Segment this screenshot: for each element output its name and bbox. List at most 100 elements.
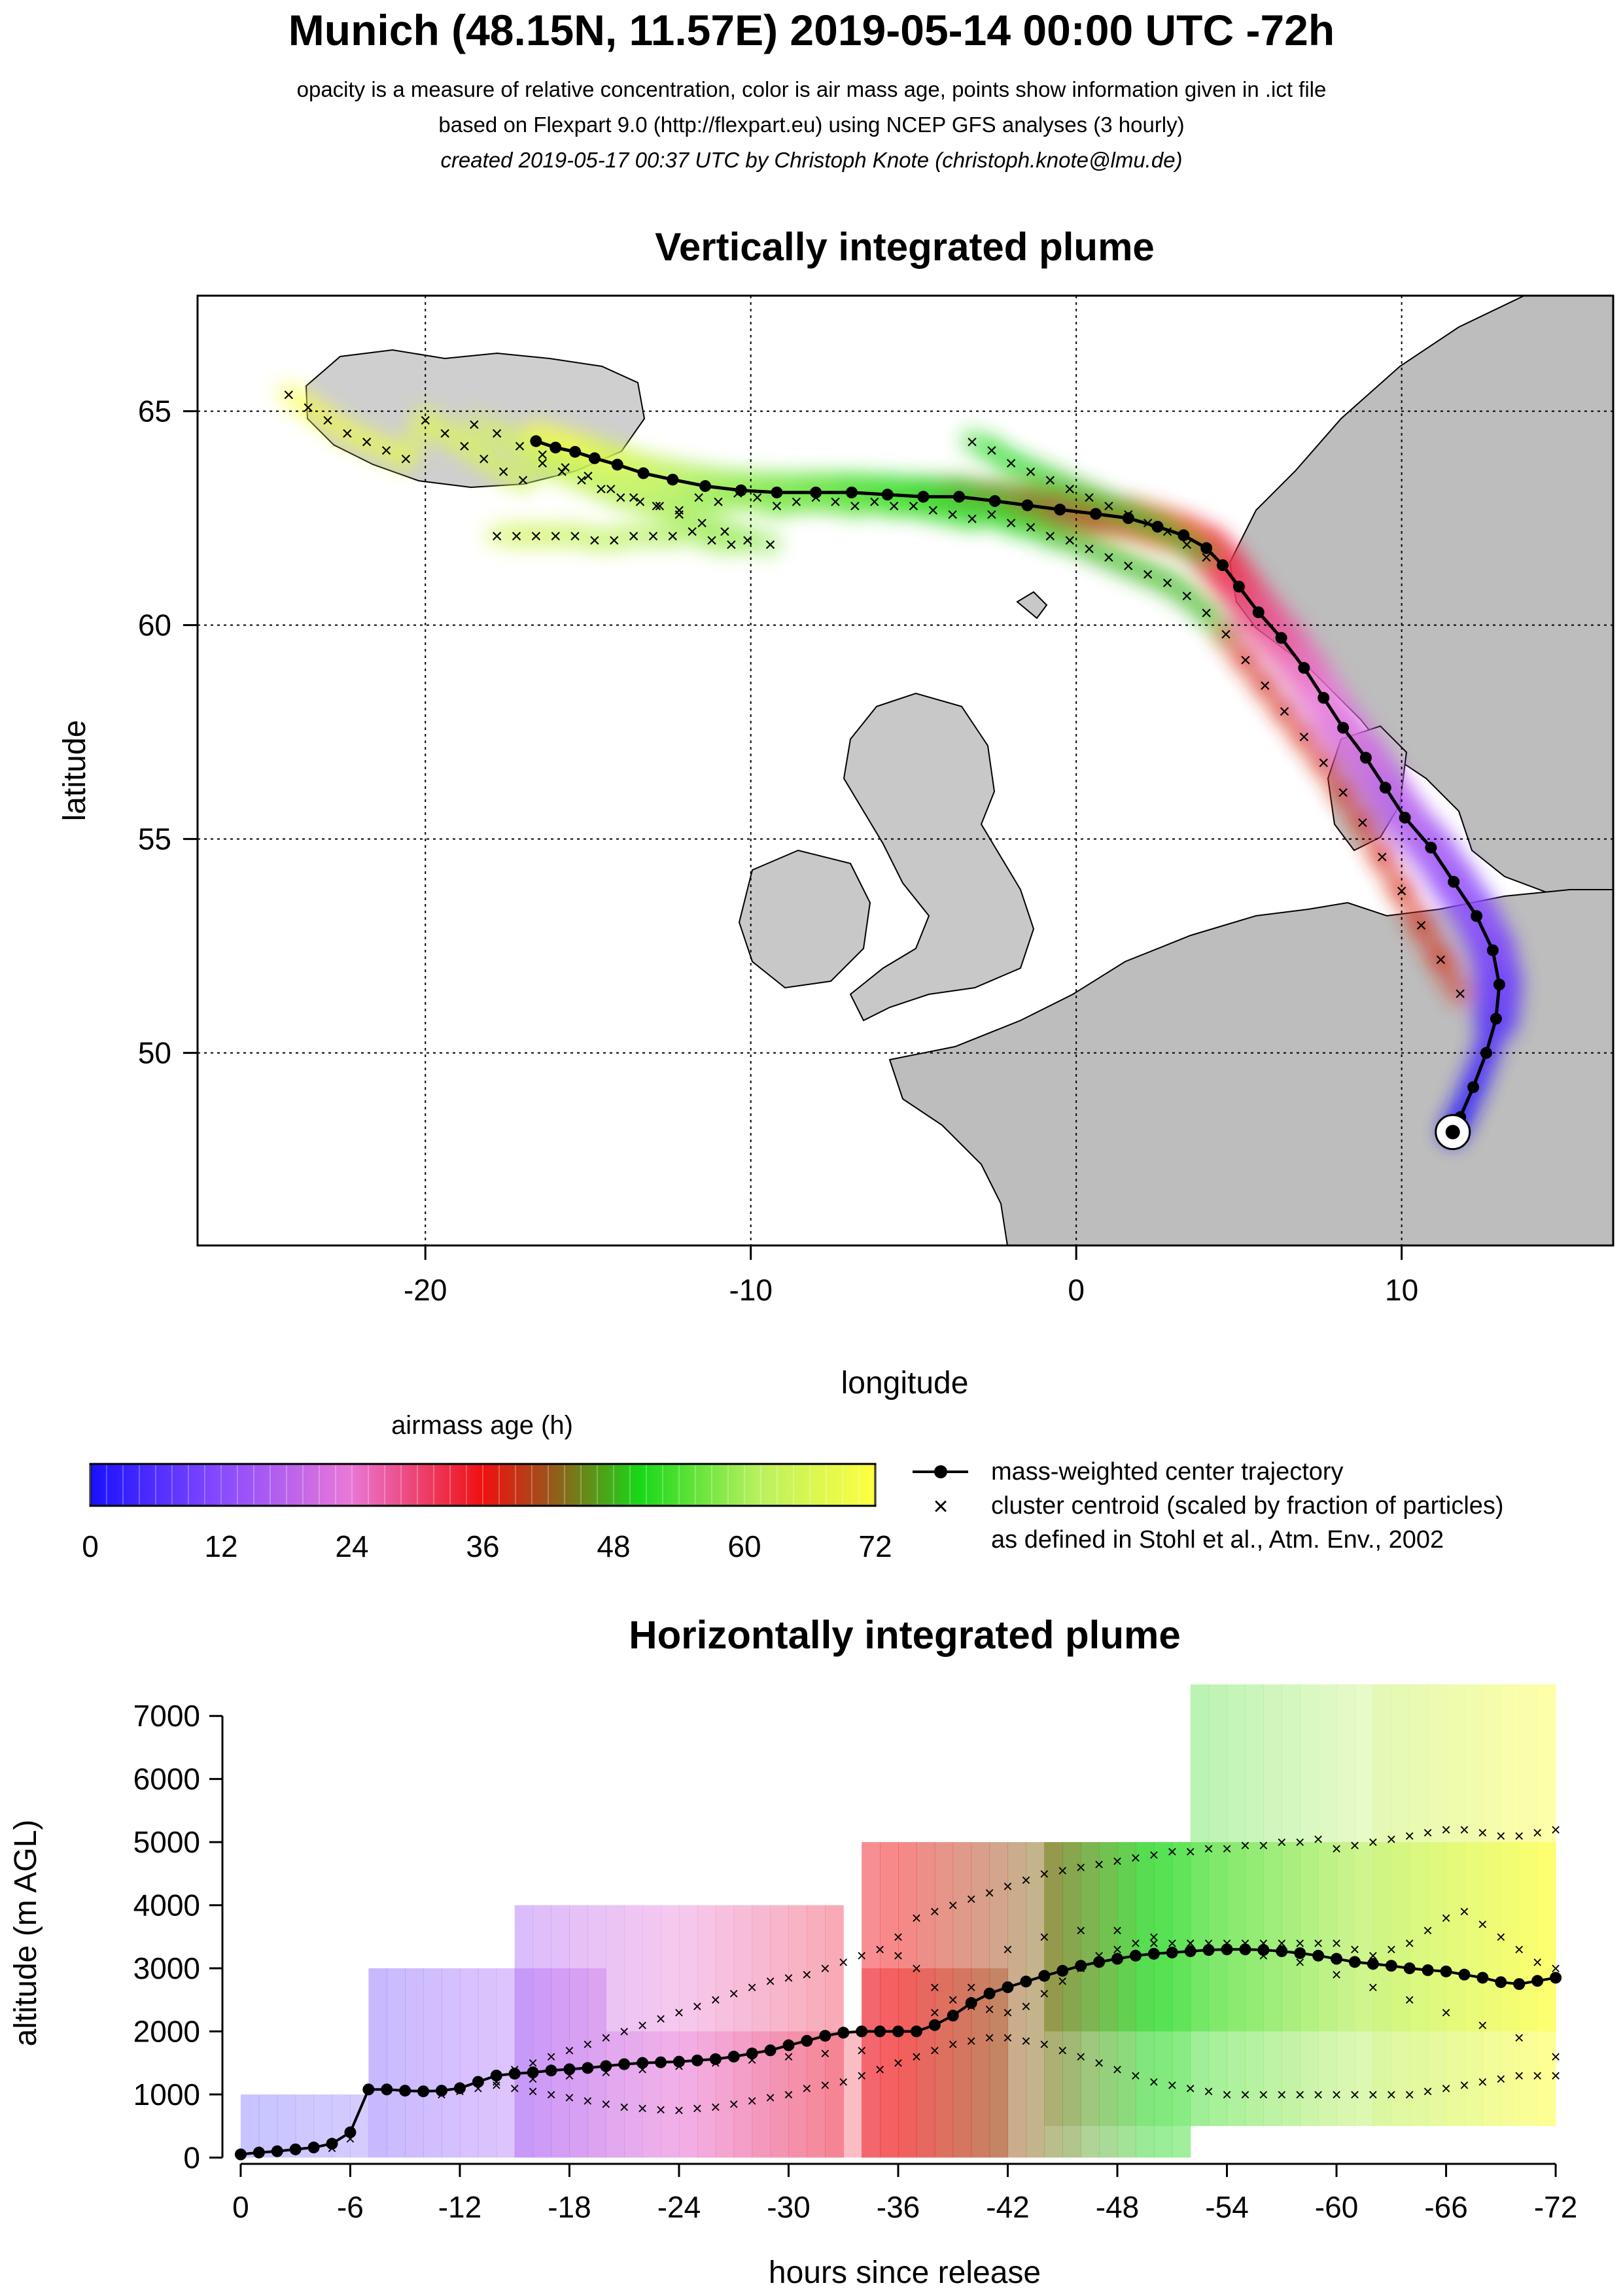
map-ytick-label: 60 bbox=[138, 608, 171, 642]
altitude-cluster-cross: × bbox=[839, 1952, 848, 1972]
altitude-center-dot bbox=[1002, 1981, 1014, 1993]
map-cluster-centroids: × × × × × × × × × × × × × × × × × × × × × × × × × × × × × × × × × × × × × × × ×… bbox=[283, 384, 1466, 1005]
map-cluster-cross: × bbox=[595, 478, 607, 500]
map-center-dot bbox=[845, 486, 858, 498]
altitude-cluster-cross: × bbox=[729, 2094, 739, 2113]
altitude-cluster-cross: × bbox=[1496, 1826, 1506, 1845]
altitude-plume-cell bbox=[916, 1842, 935, 2158]
altitude-center-dot bbox=[928, 2019, 941, 2031]
land-britain bbox=[843, 692, 1035, 1022]
map-cluster-cross: × bbox=[576, 470, 587, 491]
altitude-plume-cell bbox=[1391, 1842, 1410, 2032]
altitude-plume-cell bbox=[1190, 2031, 1210, 2127]
legend-item-center: mass-weighted center trajectory bbox=[913, 1458, 1344, 1486]
altitude-cluster-cross: × bbox=[802, 2078, 812, 2098]
altitude-plume-cell bbox=[1300, 2031, 1319, 2127]
altitude-plume-cell bbox=[862, 1842, 881, 2158]
altitude-center-dot bbox=[472, 2076, 484, 2088]
map-ytick-label: 55 bbox=[138, 822, 171, 856]
map-center-dot bbox=[569, 445, 582, 458]
altitude-cluster-cross: × bbox=[729, 1984, 739, 2004]
altitude-plume-cell bbox=[807, 2031, 826, 2158]
altitude-cluster-cross: × bbox=[802, 1965, 812, 1985]
altitude-cluster-cross: × bbox=[1295, 1832, 1305, 1852]
altitude-plume-cell bbox=[1427, 2031, 1447, 2127]
altitude-cluster-cross: × bbox=[583, 2034, 593, 2054]
altitude-center-dot bbox=[1075, 1960, 1087, 1972]
map-cluster-cross: × bbox=[1005, 453, 1017, 474]
map-center-dot bbox=[667, 474, 679, 486]
altitude-plume-cell bbox=[1099, 2031, 1118, 2127]
altitude-plume-cell bbox=[1482, 2031, 1501, 2127]
map-center-dot bbox=[1275, 632, 1287, 644]
altitude-plume-cell bbox=[1354, 2031, 1374, 2127]
map-area: × × × × × × × × × × × × × × × × × × × × × × × × × × × × × × × × × × × × × × × ×… bbox=[198, 296, 1613, 1245]
altitude-plume-cell bbox=[642, 1905, 661, 2158]
altitude-cluster-cross: × bbox=[546, 2085, 556, 2104]
map-cluster-cross: × bbox=[1083, 538, 1095, 560]
altitude-cluster-cross: × bbox=[1058, 2040, 1068, 2060]
altitude-cluster-cross: × bbox=[784, 2047, 794, 2066]
altitude-cluster-cross: × bbox=[638, 2015, 648, 2035]
altitude-cluster-cross: × bbox=[1550, 1820, 1560, 1839]
altitude-cluster-cross: × bbox=[1240, 2085, 1250, 2104]
colorbar-tick-label: 48 bbox=[597, 1529, 630, 1563]
map-cluster-cross: × bbox=[1318, 752, 1329, 774]
altitude-plume-cell bbox=[1153, 1842, 1173, 2032]
map-center-dot bbox=[1318, 691, 1330, 704]
altitude-plume-cell bbox=[423, 1968, 442, 2158]
altitude-ytick-label: 3000 bbox=[133, 1951, 200, 1985]
map-cluster-cross: × bbox=[986, 504, 998, 526]
altitude-cluster-cross: × bbox=[1386, 1939, 1396, 1959]
map-cluster-cross: × bbox=[569, 525, 581, 547]
map-cluster-cross: × bbox=[693, 487, 705, 508]
altitude-center-dot bbox=[563, 2063, 576, 2076]
altitude-plume-cell bbox=[642, 2031, 661, 2158]
altitude-cluster-cross: × bbox=[875, 1939, 884, 1959]
altitude-cluster-cross: × bbox=[930, 1902, 939, 1921]
altitude-plume-cell bbox=[1282, 2031, 1300, 2127]
altitude-plume-cell bbox=[569, 1905, 588, 2158]
altitude-plume-cell bbox=[989, 1842, 1009, 2158]
altitude-center-dot bbox=[1276, 1945, 1288, 1957]
altitude-center-dot bbox=[874, 2025, 886, 2038]
altitude-center-dot bbox=[1129, 1949, 1142, 1962]
map-cluster-cross: × bbox=[1435, 949, 1447, 971]
altitude-cluster-cross: × bbox=[1405, 1933, 1414, 1953]
legend-item-cluster: × cluster centroid (scaled by fraction o… bbox=[933, 1492, 1503, 1521]
altitude-plume-cell bbox=[916, 1968, 935, 2158]
map-center-dot bbox=[550, 442, 562, 454]
legend-label-cluster: cluster centroid (scaled by fraction of … bbox=[991, 1492, 1504, 1520]
altitude-plume-cell bbox=[1409, 1842, 1429, 2032]
map-cluster-cross: × bbox=[514, 436, 526, 457]
map-cluster-cross: × bbox=[1083, 487, 1095, 508]
altitude-cluster-cross: × bbox=[747, 1977, 757, 1997]
map-cluster-cross: × bbox=[608, 530, 620, 551]
altitude-cluster-cross: × bbox=[1405, 1826, 1414, 1845]
colorbar-title: airmass age (h) bbox=[391, 1411, 573, 1440]
altitude-plume-cell bbox=[934, 1968, 954, 2158]
map-cluster-cross: × bbox=[1200, 602, 1212, 624]
altitude-plume-cell bbox=[1501, 1842, 1520, 2032]
map-center-dot bbox=[1425, 841, 1437, 854]
altitude-center-dot bbox=[1111, 1953, 1124, 1965]
altitude-plume-cell bbox=[1190, 1842, 1210, 2032]
map-center-dot bbox=[1337, 722, 1350, 734]
altitude-center-dot bbox=[1038, 1970, 1051, 1982]
map-cluster-cross: × bbox=[559, 457, 571, 479]
altitude-cluster-cross: × bbox=[1277, 2085, 1287, 2104]
altitude-cluster-cross: × bbox=[1386, 2085, 1396, 2104]
colorbar-tick-label: 24 bbox=[335, 1529, 368, 1563]
altitude-center-dot bbox=[983, 1987, 996, 2000]
altitude-cluster-cross: × bbox=[820, 2075, 830, 2095]
altitude-plume-cell bbox=[1117, 2031, 1136, 2127]
altitude-plume-cell bbox=[606, 1905, 625, 2158]
map-cluster-cross: × bbox=[1220, 624, 1232, 646]
colorbar-ticks: 0 12 24 36 48 60 72 bbox=[82, 1529, 892, 1563]
altitude-cluster-cross: × bbox=[674, 2003, 684, 2023]
altitude-plume-cell bbox=[240, 2094, 260, 2158]
altitude-cluster-cross: × bbox=[1423, 2081, 1433, 2101]
plume-branch bbox=[1174, 531, 1219, 569]
map-xtick-label: -10 bbox=[729, 1273, 772, 1307]
